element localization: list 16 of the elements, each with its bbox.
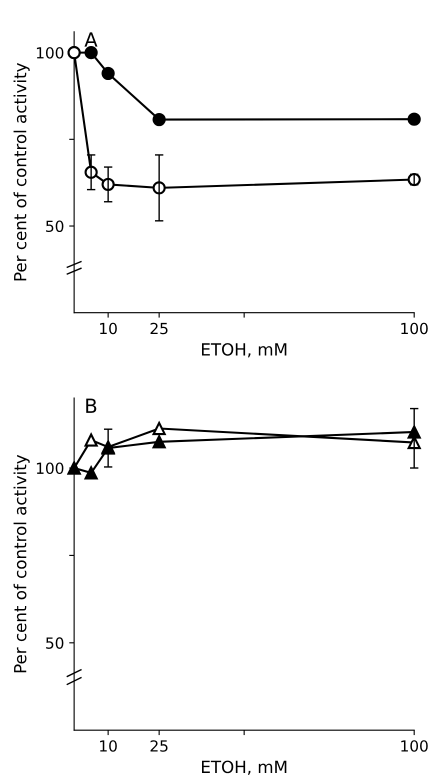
y-tick-label: 50 [46,220,64,232]
x-tick-label: 100 [401,322,428,334]
y-axis-title: Per cent of control activity [14,63,30,280]
x-axis-title: ETOH, mM [202,760,286,775]
y-tick-label: 100 [36,462,64,474]
x-tick-label: 10 [100,322,117,334]
x-tick-label: 10 [100,740,117,752]
x-axis-title: ETOH, mM [202,343,286,358]
x-tick-label: 100 [401,740,428,752]
chart-title: B [86,398,96,413]
y-tick-label: 100 [36,47,64,59]
x-tick-label: 25 [150,740,168,752]
y-axis-title: Per cent of control activity [14,454,30,672]
x-tick-label: 25 [150,322,168,334]
chart-title: A [84,32,98,47]
y-tick-label: 50 [46,637,64,649]
